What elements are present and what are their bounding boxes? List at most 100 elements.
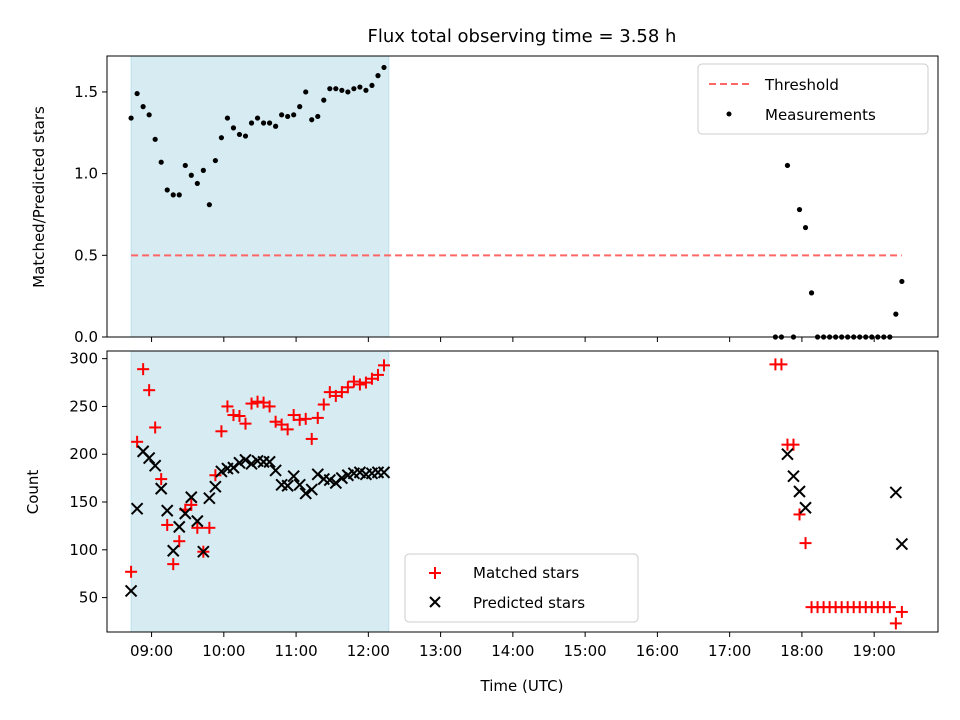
measurement-point: [351, 86, 357, 92]
matched-stars-point: [335, 386, 348, 399]
matched-stars-point: [125, 565, 138, 578]
matched-stars-point: [221, 400, 234, 413]
bottom-panel: 50 100 150 200 250 300 09:00 10:00 11:00 12:00 13…: [24, 350, 939, 695]
matched-stars-point: [311, 411, 324, 424]
predicted-stars-point: [245, 457, 258, 470]
predicted-stars-point: [239, 453, 252, 467]
measurement-point: [285, 113, 291, 120]
matched-stars-point: [305, 432, 318, 445]
y-tick-label: 1.5: [74, 83, 98, 101]
x-tick-label: 15:00: [564, 642, 607, 660]
measurement-point: [224, 115, 231, 121]
predicted-stars-point: [269, 464, 282, 477]
measurement-point: [808, 290, 815, 296]
matched-stars-point: [275, 418, 288, 431]
measurement-point: [369, 82, 375, 89]
matched-stars-point: [359, 376, 372, 389]
y-tick-label: 250: [69, 397, 98, 415]
matched-stars-point: [155, 473, 168, 486]
x-tick-label: 10:00: [202, 642, 245, 660]
measurement-point: [273, 123, 279, 129]
predicted-stars-point: [142, 451, 156, 465]
measurement-point: [158, 159, 164, 165]
predicted-stars-point: [377, 466, 391, 479]
matched-stars-point: [215, 425, 228, 438]
measurement-point: [339, 87, 345, 93]
predicted-stars-point: [287, 470, 300, 483]
measurement-point: [176, 192, 182, 198]
predicted-stars-point: [154, 482, 168, 495]
matched-stars-point: [341, 381, 354, 394]
measurement-point: [242, 133, 249, 139]
measurement-point: [303, 89, 309, 95]
x-tick-label: 19:00: [853, 642, 896, 660]
matched-stars-point: [269, 415, 282, 428]
matched-stars-point: [281, 423, 294, 436]
predicted-stars-point: [305, 483, 318, 496]
x-tick-label: 18:00: [780, 642, 823, 660]
measurement-point: [236, 131, 243, 138]
x-tick-label: 13:00: [419, 642, 462, 660]
measurement-point: [291, 112, 297, 118]
predicted-stars-point: [889, 486, 903, 499]
matched-stars-point: [287, 409, 300, 422]
measurement-point: [146, 112, 152, 118]
x-tick-label: 11:00: [274, 642, 317, 660]
measurement-point: [315, 113, 321, 120]
measurement-point: [297, 104, 303, 110]
matched-stars-point: [131, 435, 144, 448]
predicted-stars-point: [185, 491, 198, 504]
bottom-legend-box: [404, 553, 639, 623]
measurement-point: [260, 120, 267, 126]
predicted-stars-point: [179, 507, 192, 520]
legend-predicted-label: Predicted stars: [473, 594, 585, 612]
predicted-stars-point: [148, 459, 162, 472]
matched-stars-point: [143, 384, 156, 397]
matched-stars-point: [161, 518, 174, 531]
x-tick-label: 17:00: [708, 642, 751, 660]
bottom-ylabel: Count: [24, 470, 42, 515]
bottom-shaded-span: [130, 350, 390, 633]
matched-stars-point: [889, 617, 902, 630]
bottom-legend: Matched stars Predicted stars: [404, 553, 639, 623]
top-ylabel: Matched/Predicted stars: [30, 106, 48, 288]
measurement-point: [134, 90, 140, 97]
measurement-point: [182, 162, 188, 169]
predicted-stars-point: [209, 480, 222, 493]
y-tick-label: 0.0: [74, 328, 98, 346]
predicted-stars-point: [161, 504, 174, 517]
matched-stars-point: [329, 389, 342, 402]
matched-stars-point: [883, 601, 896, 614]
bottom-axes-frame: [106, 350, 939, 633]
x-tick-label: 12:00: [347, 642, 390, 660]
y-tick-label: 200: [69, 445, 98, 463]
legend-matched-swatch: [429, 567, 441, 579]
predicted-stars-point: [787, 470, 800, 483]
measurement-point: [212, 157, 218, 164]
measurement-point: [309, 117, 315, 123]
predicted-stars-point: [335, 471, 349, 485]
measurement-point: [899, 278, 905, 285]
predicted-stars-point: [167, 544, 180, 557]
matched-stars-point: [378, 359, 390, 372]
legend-measurements-swatch: [726, 111, 732, 117]
predicted-stars-point: [203, 491, 216, 505]
top-axes-frame: [106, 55, 939, 338]
matched-stars-point: [347, 375, 360, 388]
measurement-point: [194, 180, 200, 187]
matched-stars-point: [365, 372, 378, 385]
matched-stars-point: [137, 363, 150, 376]
predicted-stars-point: [793, 485, 806, 498]
measurement-point: [321, 97, 327, 103]
predicted-stars-point: [124, 584, 138, 598]
matched-stars-point: [239, 417, 252, 430]
y-tick-label: 150: [69, 493, 98, 511]
y-tick-label: 100: [69, 541, 98, 559]
top-shaded-span: [130, 55, 390, 338]
measurement-point: [188, 172, 194, 178]
predicted-stars-point: [215, 465, 228, 478]
predicted-stars-point: [191, 514, 204, 528]
y-tick-label: 50: [79, 589, 98, 607]
measurement-point: [140, 104, 146, 110]
top-legend: Threshold Measurements: [697, 63, 929, 135]
